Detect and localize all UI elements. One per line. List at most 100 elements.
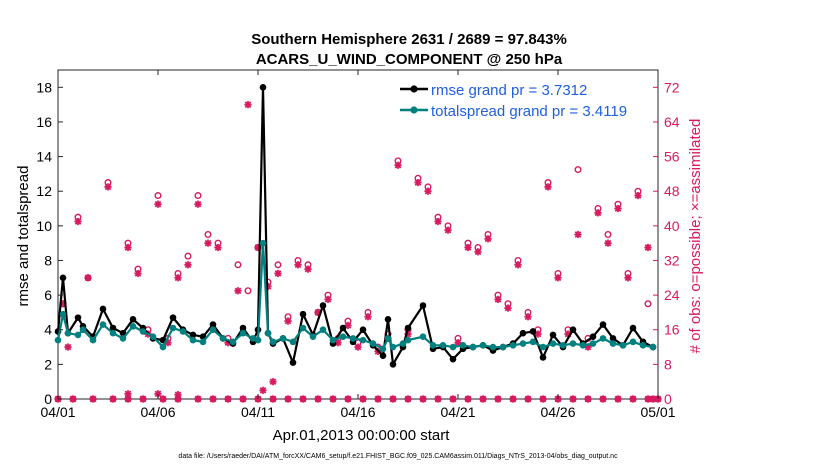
spread-point [54, 336, 62, 344]
footer-data-file: data file: /Users/raeder/DAI/ATM_forcXX/… [178, 453, 618, 460]
x-tick-label: 04/01 [40, 404, 75, 420]
y-tick-label: 14 [36, 149, 52, 165]
spread-point [439, 342, 447, 349]
rmse-point [629, 324, 637, 332]
obs-assimilated-point [364, 313, 372, 321]
spread-point [589, 340, 597, 347]
obs-assimilated-point [304, 265, 312, 273]
obs-assimilated-point [604, 239, 612, 247]
y-tick-label: 8 [44, 252, 52, 268]
obs-possible-point [574, 166, 582, 174]
spread-point [339, 333, 347, 340]
rmse-point [599, 321, 607, 328]
spread-point [609, 340, 617, 347]
spread-point [639, 342, 647, 349]
spread-point [479, 342, 487, 349]
rmse-point [389, 361, 397, 368]
spread-point [239, 329, 247, 337]
obs-assimilated-point [124, 390, 132, 398]
rmse-point [609, 335, 617, 342]
rmse-point [339, 324, 347, 332]
x-tick-label: 04/21 [440, 404, 475, 420]
obs-assimilated-point [554, 274, 562, 282]
x-tick-label: 05/01 [640, 404, 675, 420]
obs-assimilated-zero-point [344, 395, 352, 403]
spread-point [59, 310, 67, 318]
obs-assimilated-zero-point [89, 395, 97, 403]
obs-assimilated-point [624, 274, 632, 282]
spread-point [254, 336, 262, 344]
obs-possible-point [244, 287, 252, 295]
y-tick-label: 10 [36, 218, 52, 234]
spread-point [99, 321, 107, 328]
spread-point [229, 338, 237, 346]
obs-assimilated-point [504, 304, 512, 312]
spread-point [419, 333, 427, 340]
obs-assimilated-point [574, 230, 582, 239]
obs-assimilated-zero-point [419, 395, 427, 403]
obs-assimilated-zero-point [479, 395, 487, 403]
legend-rmse-label: rmse grand pr = 3.7312 [431, 82, 587, 99]
spread-point [349, 335, 357, 342]
rmse-point [539, 354, 547, 361]
spread-point [109, 329, 117, 337]
obs-possible-point [644, 300, 652, 308]
spread-point [629, 338, 637, 346]
spread-point [384, 335, 392, 342]
x-axis-label: Apr.01,2013 00:00:00 start [273, 427, 451, 444]
y-tick-label: 0 [44, 391, 52, 407]
spread-point [329, 336, 337, 344]
rmse-point [289, 359, 297, 366]
obs-possible-point [234, 261, 242, 269]
y-tick-label-right: 24 [664, 287, 680, 303]
spread-point [369, 340, 377, 347]
y-tick-label-right: 56 [664, 149, 680, 165]
obs-assimilated-point [464, 243, 472, 252]
spread-point [264, 329, 272, 337]
rmse-point [589, 333, 597, 340]
x-tick-label: 04/26 [540, 404, 575, 420]
obs-assimilated-zero-point [224, 395, 232, 403]
obs-assimilated-point [154, 200, 162, 208]
spread-point [529, 338, 537, 346]
line-series [54, 84, 657, 368]
obs-assimilated-point [514, 261, 522, 269]
spread-series [54, 239, 657, 353]
obs-assimilated-zero-point [569, 395, 577, 403]
spread-point [359, 336, 367, 344]
obs-possible-point [184, 252, 192, 260]
spread-point [519, 340, 527, 347]
obs-assimilated-zero-point [299, 395, 307, 403]
y-tick-label-right: 72 [664, 79, 680, 95]
spread-point [249, 335, 257, 342]
obs-possible-point [274, 261, 282, 269]
rmse-point [449, 355, 457, 363]
obs-assimilated-zero-point [69, 395, 77, 403]
spread-point [319, 326, 327, 334]
spread-point [79, 326, 87, 334]
obs-assimilated-zero-point [539, 395, 547, 403]
rmse-point [569, 326, 577, 334]
spread-point [539, 343, 547, 351]
obs-possible-point [604, 230, 612, 238]
obs-assimilated-zero-point [614, 395, 622, 403]
axis-ticks: 04/01 04/06 04/11 04/16 04/21 04/26 05/0102468… [36, 70, 680, 420]
spread-point [569, 340, 577, 347]
rmse-point [74, 314, 82, 321]
obs-assimilated-zero-point [314, 395, 322, 403]
obs-assimilated-zero-point [449, 395, 457, 403]
spread-point [459, 342, 467, 349]
x-tick-label: 04/11 [241, 404, 275, 420]
spread-point [649, 343, 657, 351]
rmse-point [129, 316, 137, 323]
obs-assimilated-point [434, 217, 442, 226]
spread-point [209, 326, 217, 334]
y-tick-label-right: 64 [664, 114, 680, 130]
rmse-point [319, 302, 327, 309]
obs-assimilated-zero-point [374, 395, 382, 403]
x-tick-label: 04/06 [140, 404, 175, 420]
spread-point [119, 335, 127, 342]
obs-assimilated-point [214, 243, 222, 252]
spread-point [404, 336, 412, 344]
spread-point [179, 328, 187, 335]
